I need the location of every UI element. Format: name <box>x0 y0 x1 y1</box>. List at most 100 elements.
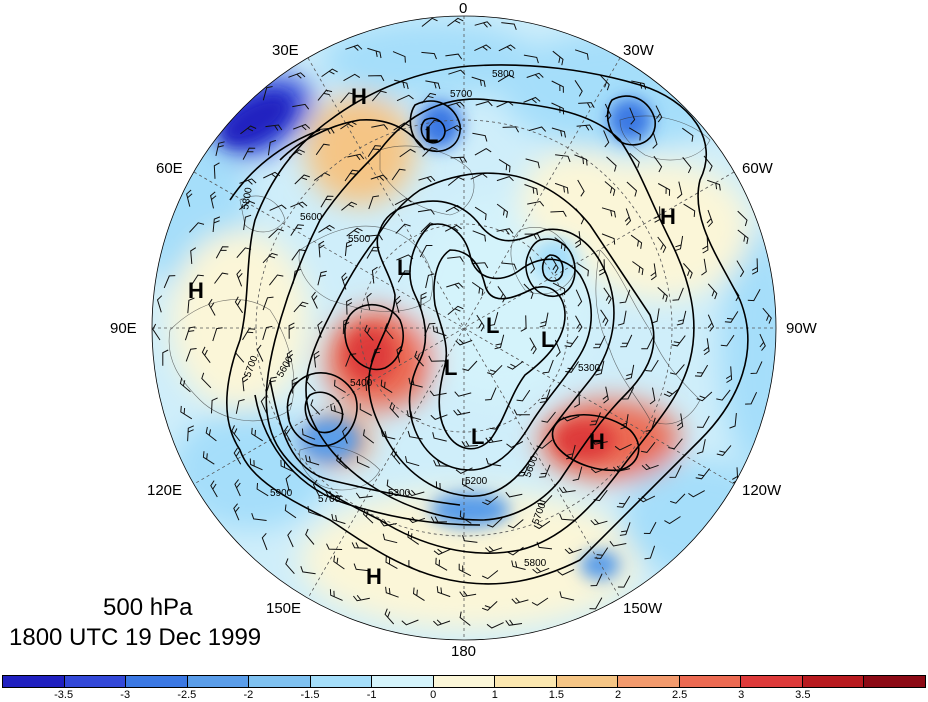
wind-barb <box>737 229 749 245</box>
wind-barb <box>559 591 575 601</box>
wind-barb <box>249 458 263 471</box>
wind-barb <box>321 68 338 78</box>
contour-label: 5400 <box>350 378 373 389</box>
wind-barb <box>683 263 693 279</box>
wind-barb <box>382 533 398 544</box>
wind-barb <box>481 601 498 611</box>
wind-barb <box>531 597 549 606</box>
wind-barb <box>291 249 306 261</box>
wind-barb <box>240 125 257 135</box>
colorbar-swatch <box>3 676 65 687</box>
wind-barb <box>620 334 633 348</box>
wind-barb <box>564 547 582 554</box>
wind-barb <box>555 154 571 163</box>
wind-barb <box>419 245 433 258</box>
wind-barb <box>162 349 169 366</box>
wind-barb <box>542 359 554 374</box>
wind-barb <box>527 200 545 207</box>
wind-barb <box>486 517 503 528</box>
wind-barb <box>156 295 163 313</box>
wind-barb <box>346 298 353 315</box>
wind-barb <box>632 261 644 276</box>
wind-barb <box>425 80 441 90</box>
wind-barb <box>185 348 197 362</box>
wind-barb <box>333 379 346 393</box>
wind-barb <box>655 105 663 123</box>
wind-barb <box>590 439 608 445</box>
high-center-symbol: H <box>366 564 382 589</box>
contour-label: 5200 <box>465 476 488 487</box>
wind-barb <box>574 80 583 97</box>
wind-barb <box>450 156 468 163</box>
wind-barb <box>233 447 242 465</box>
graticule <box>152 16 776 640</box>
wind-barb <box>269 274 284 286</box>
low-center-symbol: L <box>425 122 438 147</box>
wind-barb <box>461 440 478 447</box>
wind-barb <box>285 558 295 575</box>
wind-barb <box>433 548 451 556</box>
wind-barb <box>447 305 464 315</box>
wind-barb <box>565 444 576 460</box>
wind-barb <box>475 100 493 107</box>
wind-barb <box>201 346 211 363</box>
wind-barb <box>359 403 372 416</box>
wind-barb <box>385 556 398 570</box>
wind-barb <box>318 240 325 258</box>
wind-barb <box>214 272 229 284</box>
wind-barb <box>242 147 256 160</box>
wind-barb <box>420 292 427 309</box>
wind-barb <box>260 396 268 414</box>
wind-barb <box>405 456 420 467</box>
wind-barb <box>672 287 684 301</box>
wind-barb <box>474 21 492 28</box>
wind-barb <box>554 339 561 357</box>
map-boundary <box>151 15 777 641</box>
wind-barb <box>606 156 617 172</box>
wind-barb <box>269 204 287 211</box>
wind-barb <box>589 597 603 610</box>
wind-barb <box>347 153 365 161</box>
wind-barb <box>399 148 416 158</box>
wind-barb <box>371 90 387 102</box>
colorbar-swatch <box>187 676 250 687</box>
longitude-label-90e: 90E <box>110 320 137 337</box>
wind-barb <box>525 158 540 169</box>
wind-barb <box>406 410 422 421</box>
contour-label: 5700 <box>318 494 341 505</box>
wind-barb <box>362 429 375 444</box>
wind-barb <box>625 364 635 380</box>
wind-barb <box>190 247 197 264</box>
wind-barb <box>447 17 464 27</box>
colorbar-tick-label: -1 <box>366 689 377 701</box>
wind-barb <box>414 350 424 367</box>
wind-barb <box>205 426 217 442</box>
wind-barb <box>380 430 396 440</box>
wind-barb <box>523 96 541 104</box>
wind-barb <box>696 391 713 402</box>
wind-barb <box>418 175 436 183</box>
wind-barb <box>594 547 609 560</box>
wind-barb <box>651 308 660 324</box>
wind-barb <box>601 233 616 245</box>
wind-barb <box>529 126 547 132</box>
wind-barb <box>342 426 348 444</box>
wind-barb <box>459 510 472 524</box>
wind-barb <box>747 288 761 302</box>
wind-barb <box>520 315 527 332</box>
low-center-symbol: L <box>397 255 410 280</box>
wind-barb <box>368 195 380 210</box>
wind-barb <box>262 325 273 341</box>
wind-barb <box>286 350 294 367</box>
wind-barb <box>472 230 486 242</box>
wind-barb <box>550 256 559 274</box>
wind-barb <box>461 478 475 492</box>
wind-barb <box>310 399 321 415</box>
wind-barb <box>351 542 368 549</box>
wind-barb <box>624 208 632 226</box>
wind-barb <box>251 513 267 521</box>
high-center-symbol: H <box>351 84 367 109</box>
wind-barb <box>652 131 658 149</box>
wind-barb <box>394 79 409 90</box>
